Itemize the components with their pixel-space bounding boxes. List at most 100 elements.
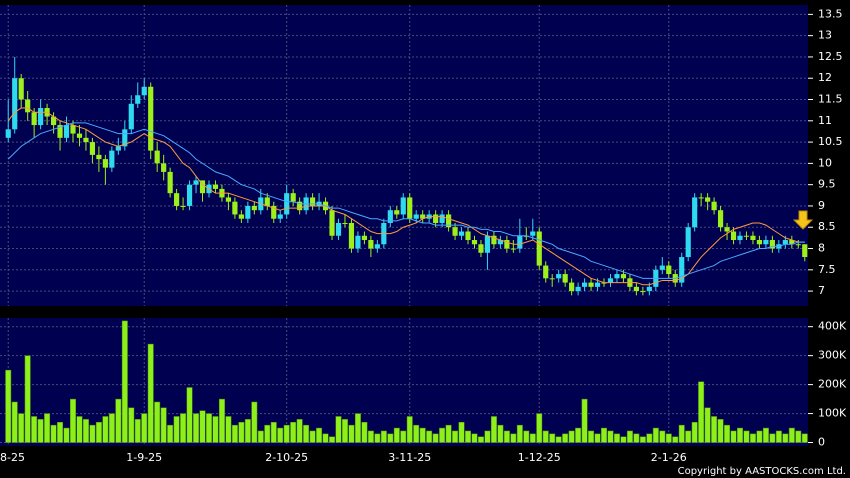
volume-bar — [387, 433, 394, 443]
volume-panel — [0, 318, 808, 446]
volume-bar — [225, 416, 232, 443]
candle-body — [717, 210, 724, 228]
candle-body — [271, 205, 277, 219]
y-tick-label: 300K — [818, 349, 847, 362]
candle-body — [387, 210, 393, 223]
volume-bar — [484, 430, 491, 443]
volume-bar — [704, 407, 711, 443]
volume-bar — [795, 430, 802, 443]
x-tick-label: 1-9-25 — [126, 451, 162, 464]
candle-body — [601, 282, 607, 284]
y-tick-label: 8 — [818, 242, 825, 255]
candle-body — [96, 154, 102, 160]
moving-average-line — [7, 107, 805, 286]
x-tick-label: 1-12-25 — [518, 451, 561, 464]
volume-bar — [167, 424, 174, 443]
volume-bar — [354, 413, 361, 443]
candle-body — [407, 197, 413, 219]
candle-body — [335, 222, 342, 236]
y-tick-label: 7.5 — [818, 263, 836, 276]
candle-body — [167, 171, 173, 194]
candle-body — [562, 274, 568, 283]
volume-bar — [439, 427, 446, 443]
candle-body — [633, 286, 639, 292]
volume-bar — [24, 355, 31, 443]
candle-body — [413, 214, 419, 219]
price-panel — [0, 5, 808, 306]
candle-body — [452, 227, 458, 236]
candle-body — [581, 282, 588, 287]
volume-bar — [31, 416, 38, 443]
volume-bar — [173, 416, 180, 443]
candle-body — [588, 282, 594, 287]
volume-bar — [581, 398, 588, 443]
candle-body — [692, 197, 698, 228]
volume-bar — [678, 424, 685, 443]
volume-bar — [523, 430, 530, 443]
candle-body — [666, 265, 672, 275]
volume-bar — [497, 424, 504, 443]
volume-bar — [322, 433, 329, 443]
volume-bar — [270, 422, 277, 443]
candle-body — [141, 86, 147, 96]
candle-body — [750, 235, 756, 241]
y-tick-label: 10.5 — [818, 135, 843, 148]
candle-body — [478, 244, 484, 253]
volume-bar — [639, 436, 646, 443]
candle-body — [161, 163, 167, 172]
candle-body — [76, 133, 83, 138]
candle-body — [549, 278, 555, 280]
volume-bar — [108, 413, 115, 443]
volume-bar — [329, 436, 335, 443]
volume-bar — [542, 430, 549, 443]
volume-bar — [180, 413, 187, 443]
y-tick-label: 9.5 — [818, 178, 836, 191]
volume-bar — [11, 401, 18, 443]
candle-body — [251, 205, 257, 211]
candle-body — [439, 214, 445, 223]
candle-body — [517, 235, 523, 249]
candle-body — [685, 227, 691, 258]
candle-body — [789, 240, 795, 245]
volume-bar — [633, 433, 640, 443]
candle-body — [569, 282, 575, 292]
volume-bar — [516, 424, 523, 443]
volume-bar — [63, 427, 70, 443]
volume-bar — [44, 413, 51, 443]
volume-bar — [730, 430, 737, 443]
volume-bar — [691, 422, 698, 443]
volume-bar — [147, 343, 154, 443]
volume-bar — [769, 433, 776, 443]
volume-bar — [335, 416, 342, 443]
volume-bar — [588, 430, 595, 443]
candle-body — [446, 214, 452, 228]
volume-bar — [549, 433, 556, 443]
candle-body — [232, 201, 238, 215]
candle-body — [458, 231, 465, 236]
candle-body — [724, 227, 730, 232]
volume-bar — [367, 430, 374, 443]
x-tick-label: 8-25 — [0, 451, 25, 464]
volume-bar — [568, 430, 575, 443]
candle-body — [31, 112, 37, 126]
volume-bar — [82, 419, 89, 443]
volume-bar — [206, 413, 212, 443]
volume-bar — [296, 419, 303, 443]
candle-body — [83, 137, 89, 143]
volume-bar — [277, 427, 284, 443]
volume-bar — [5, 369, 12, 443]
volume-bar — [419, 427, 426, 443]
volume-bar — [613, 433, 620, 443]
candle-body — [620, 274, 627, 279]
candle-body — [640, 291, 646, 293]
candle-body — [342, 222, 348, 224]
volume-bar — [128, 407, 135, 443]
candle-body — [12, 78, 18, 130]
volume-bar — [361, 422, 368, 443]
candle-body — [193, 180, 199, 185]
candle-body — [594, 282, 601, 287]
volume-bar — [95, 422, 102, 443]
candle-body — [154, 150, 160, 164]
volume-bar — [238, 422, 245, 443]
